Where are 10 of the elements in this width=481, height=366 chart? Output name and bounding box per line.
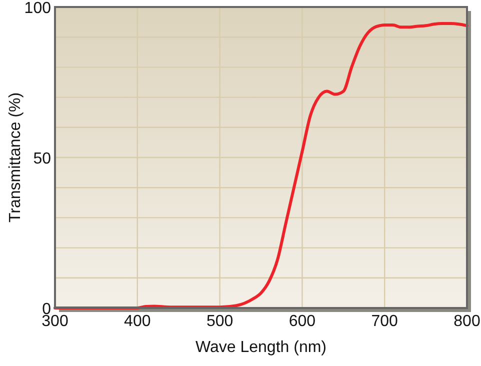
x-axis-title: Wave Length (nm) (195, 339, 327, 356)
x-tick-label: 600 (288, 313, 316, 330)
y-axis-title: Transmittance (%) (7, 92, 24, 223)
x-tick-label: 700 (371, 313, 398, 330)
x-tick-label: 500 (206, 313, 234, 330)
x-tick-label: 800 (454, 313, 480, 330)
y-tick-label: 100 (24, 0, 52, 17)
x-tick-label: 400 (124, 313, 151, 330)
line-series (54, 22, 468, 310)
y-tick-label: 50 (33, 150, 52, 168)
